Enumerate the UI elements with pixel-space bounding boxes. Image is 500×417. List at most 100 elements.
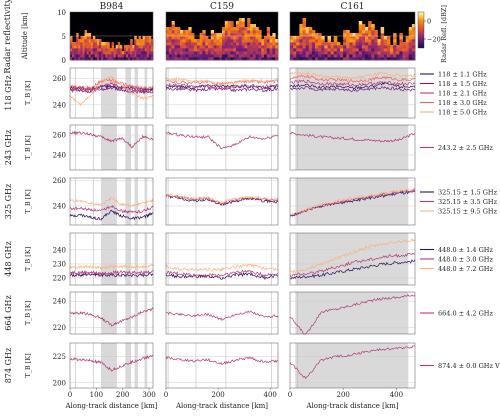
radar-cell <box>308 51 313 55</box>
radar-cell <box>213 39 217 43</box>
radar-cell <box>368 51 372 55</box>
radar-cell <box>293 39 297 43</box>
radar-cell <box>327 42 332 46</box>
radar-cell <box>168 42 172 46</box>
radar-cell <box>371 30 375 34</box>
radar-cell <box>177 39 181 43</box>
radar-cell <box>78 54 81 58</box>
radar-cell <box>140 51 144 55</box>
radar-cell <box>411 42 416 46</box>
radar-cell <box>202 30 206 34</box>
radar-cell <box>330 45 335 49</box>
radar-cell <box>408 39 413 43</box>
radar-cell <box>399 33 403 37</box>
overcast-shading <box>295 233 409 285</box>
radar-cell <box>227 36 231 40</box>
radar-cell <box>177 27 181 31</box>
legend-label: 118 ± 5.0 GHz <box>438 109 487 117</box>
radar-cell <box>177 33 181 37</box>
radar-cell <box>308 30 313 34</box>
radar-cell <box>311 51 316 55</box>
radar-cell <box>308 33 313 37</box>
radar-cell <box>255 51 259 55</box>
series-line <box>289 252 416 278</box>
radar-cell <box>126 54 129 58</box>
radar-cell <box>396 45 400 49</box>
radar-cell <box>258 45 262 49</box>
radar-cell <box>408 48 413 52</box>
series-line <box>69 271 154 278</box>
radar-cell <box>171 42 175 46</box>
radar-cell <box>250 39 254 43</box>
radar-cell <box>293 57 297 61</box>
radar-cell <box>92 36 96 40</box>
radar-cell <box>368 33 372 37</box>
radar-cell <box>107 51 110 55</box>
radar-cell <box>349 36 353 40</box>
radar-cell <box>130 51 133 55</box>
radar-cell <box>264 54 268 58</box>
ytick-label: 220 <box>53 324 66 332</box>
radar-cell <box>105 51 108 55</box>
radar-cell <box>238 33 242 37</box>
radar-cell <box>252 45 256 49</box>
radar-cell <box>92 39 96 43</box>
radar-cell <box>368 54 372 58</box>
overcast-shading <box>125 68 132 118</box>
ytick-axis-label: T_B [K] <box>24 353 32 377</box>
radar-cell <box>333 57 338 61</box>
radar-cell <box>138 48 141 52</box>
radar-cell <box>293 42 297 46</box>
radar-cell <box>84 57 88 61</box>
radar-cell <box>119 48 123 52</box>
radar-cell <box>224 42 228 46</box>
radar-cell <box>117 42 121 46</box>
radar-cell <box>94 48 98 52</box>
radar-cell <box>236 30 240 34</box>
radar-cell <box>117 54 121 58</box>
overcast-shading <box>101 233 117 285</box>
overcast-shading <box>295 292 409 334</box>
radar-cell <box>191 36 195 40</box>
radar-cell <box>99 54 102 58</box>
radar-cell <box>346 33 350 37</box>
radar-cell <box>411 54 416 58</box>
series-line <box>289 259 416 280</box>
radar-cell <box>96 51 100 55</box>
radar-cell <box>227 39 231 43</box>
radar-cell <box>188 57 192 61</box>
radar-cell <box>80 57 83 61</box>
radar-cell <box>380 54 385 58</box>
radar-cell <box>269 42 273 46</box>
radar-cell <box>126 51 129 55</box>
radar-cell <box>315 39 319 43</box>
radar-cell <box>117 48 121 52</box>
radar-cell <box>150 42 154 46</box>
radar-cell <box>365 45 369 49</box>
radar-cell <box>380 33 385 37</box>
radar-cell <box>196 42 200 46</box>
series-line <box>69 81 154 93</box>
radar-cell <box>305 39 310 43</box>
overcast-shading <box>101 68 117 118</box>
radar-cell <box>269 51 273 55</box>
column-title-B984: B984 <box>100 2 124 12</box>
series-line <box>69 264 154 271</box>
radar-cell <box>113 57 117 61</box>
radar-cell <box>293 36 297 40</box>
xtick-label: 200 <box>337 391 350 399</box>
radar-cell <box>72 57 75 61</box>
radar-cell <box>330 48 335 52</box>
series-line <box>165 310 279 322</box>
radar-cell <box>349 54 353 58</box>
radar-cell <box>393 36 397 40</box>
colorbar <box>417 11 425 49</box>
radar-cell <box>101 54 104 58</box>
radar-cell <box>191 57 195 61</box>
radar-cell <box>216 39 220 43</box>
radar-cell <box>210 36 214 40</box>
series-line <box>165 193 279 204</box>
radar-cell <box>76 33 79 37</box>
radar-frame <box>69 11 154 61</box>
radar-cell <box>94 51 98 55</box>
